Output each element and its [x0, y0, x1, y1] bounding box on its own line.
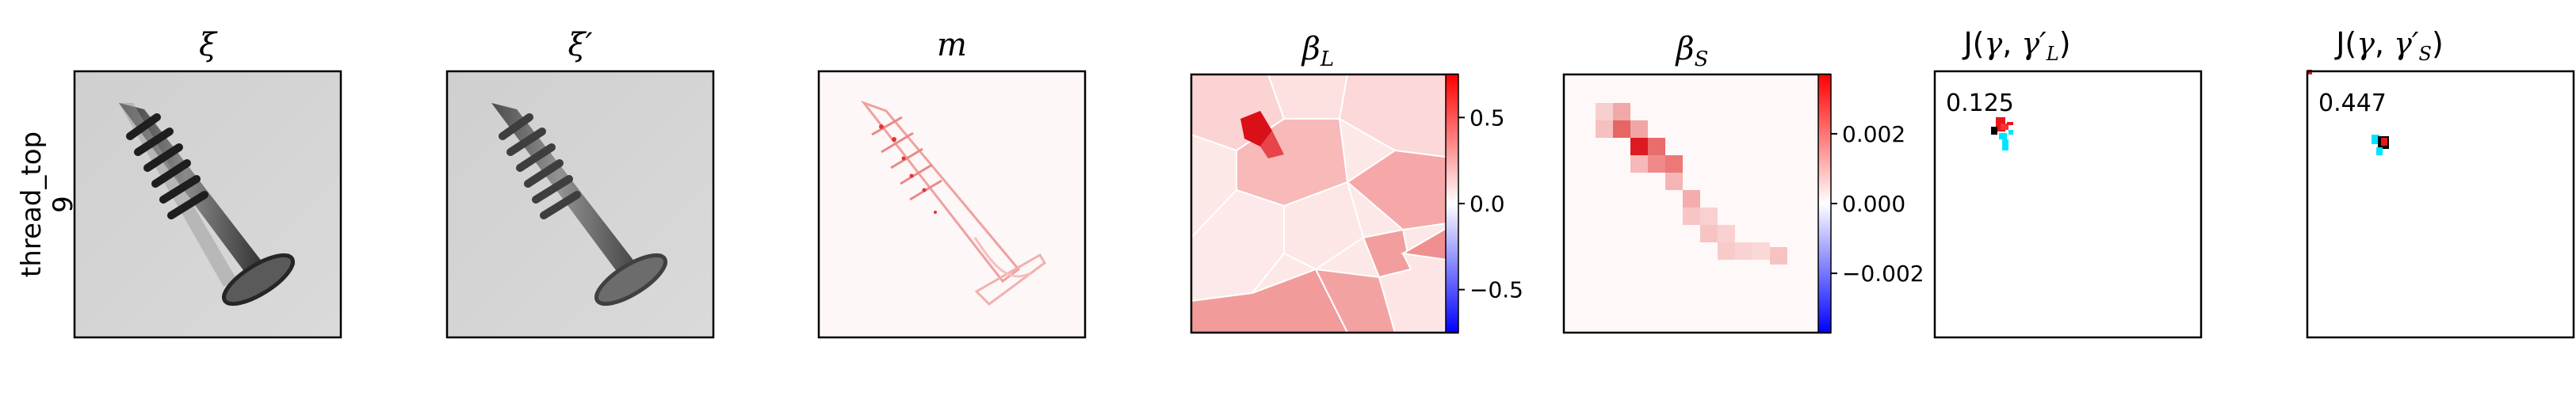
panel-beta-l [1190, 73, 1459, 334]
colorbar-beta-s: 0.002 0.000 −0.002 [1817, 74, 1924, 333]
panel-title-xi: ξ [199, 27, 218, 63]
screw-image-xi-prime [491, 103, 667, 307]
panel-title-beta-s: βS [1675, 31, 1709, 71]
panel-j-s-frame [2306, 70, 2575, 339]
colorbar-beta-l-tick-label: 0.0 [1470, 191, 1505, 217]
beta-l-subscript: L [1320, 48, 1334, 71]
colorbar-beta-l-tick-label: 0.5 [1470, 105, 1505, 131]
panel-xi-prime-frame [445, 70, 715, 339]
score-j-s: 0.447 [2318, 89, 2387, 117]
j-l-overlap-marks [1991, 117, 2013, 150]
colorbar-beta-s-tick-label: 0.002 [1842, 121, 1905, 147]
colorbar-beta-s-tick-label: −0.002 [1842, 261, 1924, 287]
panel-title-m: m [937, 27, 967, 63]
beta-s-subscript: S [1695, 48, 1709, 71]
panel-title-beta-l: βL [1301, 31, 1334, 71]
panel-xi-prime [445, 70, 715, 339]
panel-xi-frame [73, 70, 342, 339]
row-label-line2: 9 [48, 196, 79, 213]
panel-m-frame [817, 70, 1087, 339]
colorbar-beta-l: 0.5 0.0 −0.5 [1445, 74, 1523, 333]
screw-image-xi [119, 103, 295, 307]
colorbar-beta-l-ticks: 0.5 0.0 −0.5 [1458, 105, 1523, 303]
beta-l-heatmap [1191, 74, 1458, 333]
colorbar-beta-s-ticks: 0.002 0.000 −0.002 [1831, 121, 1924, 287]
panel-j-s-background [2307, 71, 2574, 337]
colorbar-beta-l-tick-label: −0.5 [1470, 277, 1523, 303]
panel-j-l: 0.125 [1933, 70, 2203, 339]
panel-j-s: 0.447 [2306, 70, 2575, 339]
panel-m [817, 70, 1087, 339]
panel-j-l-background [1935, 71, 2201, 337]
colorbar-beta-s-tick-label: 0.000 [1842, 191, 1905, 217]
score-j-l: 0.125 [1946, 89, 2014, 117]
panel-title-j-l: J(γ, γ′L) [1962, 26, 2070, 65]
panel-beta-s [1562, 73, 1832, 334]
panel-title-xi-prime: ξ′ [568, 27, 592, 63]
colorbar-beta-l-gradient [1445, 74, 1459, 333]
colorbar-beta-s-gradient [1817, 74, 1832, 333]
panel-m-background [819, 71, 1085, 337]
row-label: thread_top 9 [16, 131, 79, 277]
row-label-line1: thread_top [16, 131, 48, 277]
panel-xi [73, 70, 342, 339]
beta-s-heatmap [1596, 103, 1787, 265]
difference-map-m [860, 100, 1046, 306]
panel-title-j-s: J(γ, γ′S) [2334, 26, 2444, 65]
panel-j-l-frame [1933, 70, 2203, 339]
